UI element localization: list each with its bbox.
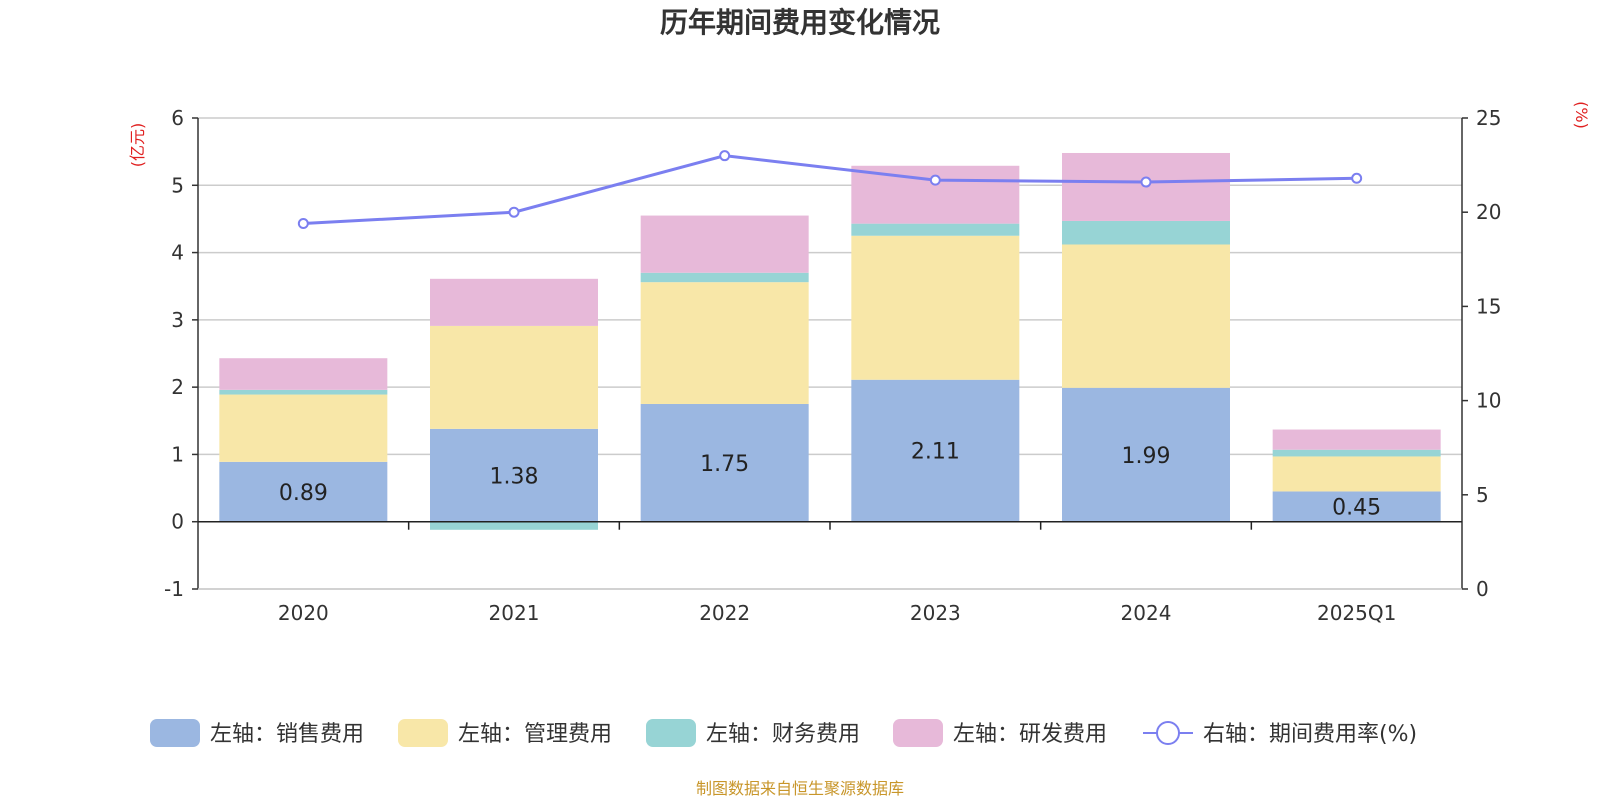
rate-point [508,206,520,218]
rate-point [719,150,731,162]
legend: 左轴：销售费用 左轴：管理费用 左轴：财务费用 左轴：研发费用 右轴：期间费用率(%) [150,719,1417,747]
legend-swatch [150,719,200,747]
legend-label: 左轴：管理费用 [458,722,612,747]
bar-4-2025Q1 [1272,429,1441,450]
rate-point [1351,172,1363,184]
bar-4-2021 [430,278,598,326]
bar-4-2020 [219,358,388,390]
data-label: 0.89 [279,481,328,506]
left-tick-label: 6 [171,106,184,130]
chart-title: 历年期间费用变化情况 [660,6,940,39]
rate-point [297,218,309,230]
x-tick-label: 2020 [278,601,329,625]
bar-1-2022 [640,403,809,522]
bar-2-2023 [851,235,1020,380]
legend-swatch [398,719,448,747]
axes: -1 0 1 2 3 4 5 6 0 5 10 15 20 25 2020 2021 2022 2023 2024 2… [164,106,1501,625]
left-tick-label: 2 [171,375,184,399]
left-tick-label: 1 [171,442,184,466]
right-tick-label: 10 [1476,389,1501,413]
left-tick-label: 0 [171,510,184,534]
bar-2-2024 [1062,244,1230,388]
data-label: 1.38 [490,464,539,489]
x-tick-label: 2025Q1 [1317,601,1396,625]
left-tick-label: 4 [171,241,184,265]
rate-line-series [297,150,1363,230]
right-tick-label: 5 [1476,483,1489,507]
bar-3-2021 [430,521,598,530]
left-tick-label: 3 [171,308,184,332]
rate-point [929,174,941,186]
bar-3-2020 [219,389,388,395]
bar-1-2021 [430,428,598,522]
legend-marker [1156,721,1180,745]
data-labels: 0.89 1.38 1.75 2.11 1.99 0.45 [279,440,1381,521]
bar-4-2022 [640,215,809,273]
legend-label: 左轴：研发费用 [953,722,1107,747]
right-tick-label: 0 [1476,577,1489,601]
bar-2-2022 [640,282,809,404]
bar-1-2024 [1062,387,1230,522]
bar-3-2022 [640,272,809,283]
data-label: 0.45 [1332,496,1381,521]
x-tick-label: 2021 [489,601,540,625]
x-tick-label: 2022 [699,601,750,625]
rate-line [303,154,1357,226]
bar-2-2025Q1 [1272,456,1441,492]
bar-1-2023 [851,379,1020,522]
bar-1-2025Q1 [1272,491,1441,522]
right-tick-label: 20 [1476,200,1501,224]
legend-swatch [893,719,943,747]
legend-label: 左轴：销售费用 [210,722,364,747]
x-tick-label: 2023 [910,601,961,625]
bar-2-2020 [219,394,388,462]
left-tick-label: -1 [164,577,184,601]
bar-3-2024 [1062,220,1230,245]
bar-series [219,152,1441,530]
legend-swatch [646,719,696,747]
left-axis-unit: (亿元) [128,123,147,168]
legend-label: 左轴：财务费用 [706,722,860,747]
data-label: 1.99 [1122,444,1171,469]
data-label: 2.11 [911,440,960,465]
right-tick-label: 15 [1476,294,1501,318]
data-label: 1.75 [700,452,749,477]
rate-point [1140,176,1152,188]
bar-3-2023 [851,223,1020,236]
grid-lines [198,117,1462,590]
legend-label: 右轴：期间费用率(%) [1203,722,1417,747]
right-axis-unit: (%) [1572,101,1591,129]
right-tick-label: 25 [1476,106,1501,130]
x-tick-label: 2024 [1121,601,1172,625]
bar-2-2021 [430,325,598,429]
bar-3-2025Q1 [1272,449,1441,457]
left-tick-label: 5 [171,173,184,197]
source-note: 制图数据来自恒生聚源数据库 [696,779,904,798]
bar-1-2020 [219,461,388,522]
